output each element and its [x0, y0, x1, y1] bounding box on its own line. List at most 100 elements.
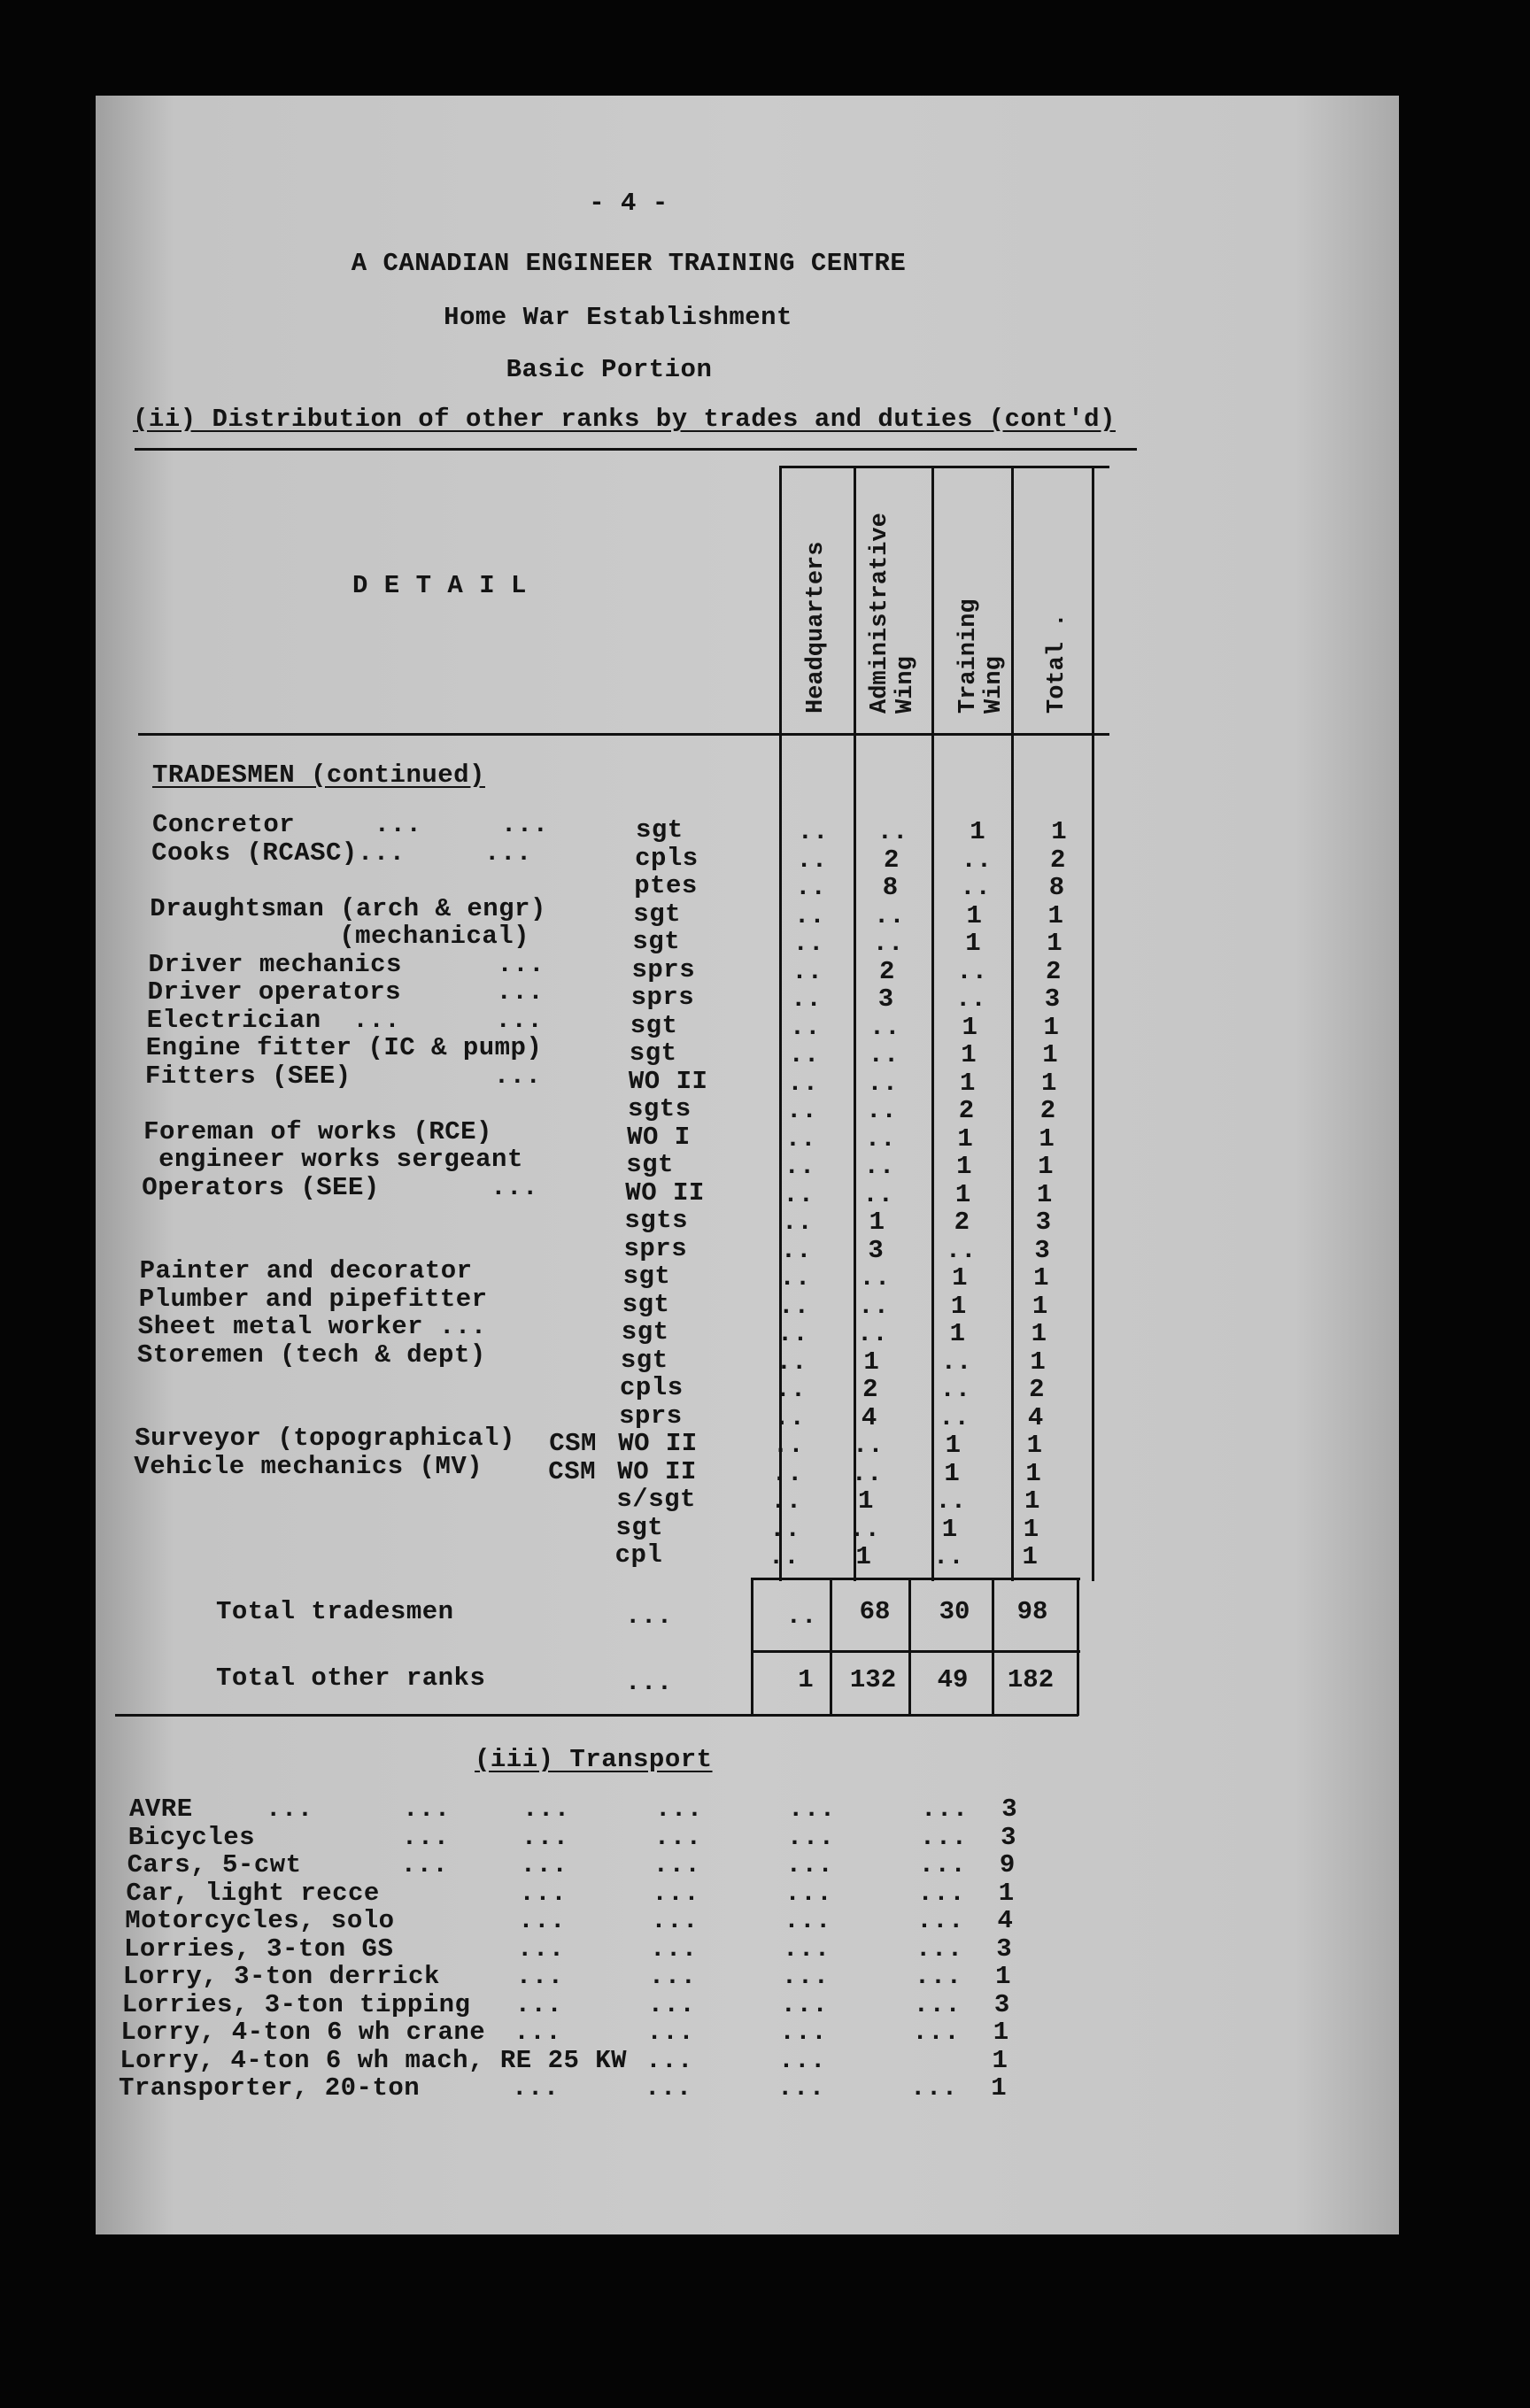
- row-detail: Foreman of works (RCE): [143, 1116, 492, 1146]
- row-adm: ..: [867, 1068, 899, 1098]
- column-rule: [779, 466, 782, 1581]
- row-adm: ..: [851, 1458, 883, 1488]
- row-hq: ..: [778, 1291, 809, 1321]
- transport-leader-dots: ...: [400, 1850, 449, 1879]
- row-total: 1: [1022, 1542, 1038, 1571]
- transport-leader-dots: ...: [520, 1850, 568, 1879]
- row-trg: 1: [954, 1179, 971, 1209]
- col-header-headquarters: Headquarters: [803, 541, 830, 714]
- transport-quantity: 3: [993, 1989, 1010, 2019]
- row-detail: (mechanical): [149, 922, 530, 951]
- table-top-rule: [779, 466, 1109, 468]
- transport-leader-dots: ...: [781, 1962, 830, 1991]
- transport-leader-dots: ...: [788, 1794, 836, 1824]
- row-rank: sgt: [629, 1038, 677, 1068]
- header-rule: [138, 733, 1109, 736]
- row-adm: 1: [858, 1486, 874, 1516]
- row-rank: sgt: [622, 1289, 670, 1319]
- row-csm: CSM: [549, 1429, 597, 1458]
- row-adm: ..: [856, 1319, 888, 1348]
- row-adm: ..: [864, 1123, 896, 1154]
- row-trg: 1: [965, 929, 981, 958]
- transport-leader-dots: ...: [780, 1989, 829, 2019]
- transport-leader-dots: ...: [514, 1989, 563, 2019]
- row-total: 1: [1026, 1431, 1042, 1460]
- row-trg: ..: [955, 984, 986, 1014]
- transport-leader-dots: ...: [918, 1850, 967, 1879]
- transport-item: Lorry, 4-ton 6 wh mach, RE 25 KW: [120, 2045, 628, 2075]
- transport-leader-dots: ...: [919, 1822, 968, 1852]
- transport-quantity: 3: [1001, 1794, 1017, 1824]
- total-tradesmen-total: 98: [1016, 1597, 1048, 1626]
- row-adm: ..: [869, 1012, 900, 1042]
- row-hq: ..: [787, 1068, 819, 1098]
- row-adm: ..: [877, 817, 908, 846]
- transport-item: AVRE: [129, 1794, 193, 1824]
- transport-quantity: 1: [993, 2018, 1009, 2047]
- total-tradesmen-trg: 30: [939, 1597, 970, 1626]
- totals-column-rule: [1077, 1578, 1079, 1716]
- row-rank: sgt: [622, 1262, 671, 1291]
- row-hq: ..: [791, 984, 822, 1014]
- row-rank: WO II: [625, 1177, 705, 1208]
- detail-header: D E T A I L: [352, 571, 527, 600]
- row-trg: 1: [950, 1291, 967, 1321]
- row-trg: 1: [962, 1012, 978, 1042]
- row-hq: ..: [779, 1263, 811, 1293]
- row-trg: ..: [961, 845, 993, 875]
- row-total: 1: [1031, 1319, 1047, 1348]
- transport-leader-dots: ...: [912, 2018, 961, 2047]
- row-rank: sgt: [632, 927, 681, 956]
- row-trg: 1: [961, 1040, 977, 1069]
- transport-quantity: 1: [998, 1878, 1015, 1908]
- row-detail: Plumber and pipefitter: [138, 1284, 488, 1314]
- row-total: 1: [1042, 1040, 1058, 1069]
- row-rank: sgt: [621, 1317, 669, 1347]
- row-hq: ..: [792, 956, 823, 986]
- row-adm: 2: [884, 845, 900, 875]
- row-detail: Concretor ... ...: [152, 810, 549, 839]
- row-hq: ..: [783, 1179, 815, 1209]
- transport-leader-dots: ...: [650, 1933, 698, 1964]
- transport-leader-dots: ...: [652, 1878, 700, 1908]
- row-trg: 1: [952, 1263, 968, 1293]
- transport-leader-dots: ...: [916, 1906, 964, 1935]
- transport-item: Lorry, 4-ton 6 wh crane: [120, 2018, 486, 2047]
- row-adm: 3: [877, 984, 894, 1014]
- total-other-ranks-label: Total other ranks: [216, 1663, 486, 1693]
- portion-heading: Basic Portion: [506, 355, 713, 384]
- row-hq: ..: [777, 1319, 808, 1348]
- transport-leader-dots: ...: [785, 1850, 834, 1879]
- transport-quantity: 1: [991, 2073, 1007, 2103]
- total-other-ranks-trg: 49: [937, 1665, 969, 1694]
- transport-leader-dots: ...: [512, 2073, 560, 2103]
- row-rank: sgt: [630, 1010, 678, 1040]
- row-hq: ..: [784, 1152, 815, 1181]
- row-trg: ..: [932, 1542, 964, 1571]
- row-detail: Driver operators ...: [147, 977, 545, 1007]
- transport-leader-dots: ...: [646, 2018, 695, 2047]
- row-total: 1: [1030, 1347, 1046, 1377]
- row-total: 3: [1035, 1208, 1052, 1237]
- row-trg: 1: [970, 817, 985, 846]
- row-trg: 1: [957, 1123, 973, 1154]
- column-rule: [931, 466, 934, 1581]
- transport-quantity: 1: [992, 2045, 1008, 2075]
- row-rank: s/sgt: [616, 1485, 696, 1514]
- transport-leader-dots: ...: [913, 1989, 962, 2019]
- row-trg: ..: [960, 873, 991, 902]
- row-hq: ..: [795, 873, 826, 902]
- row-hq: ..: [772, 1431, 804, 1460]
- row-rank: sprs: [619, 1401, 683, 1431]
- transport-item: Lorries, 3-ton tipping: [121, 1989, 471, 2019]
- row-hq: ..: [769, 1514, 800, 1544]
- row-adm: ..: [859, 1263, 891, 1293]
- transport-leader-dots: ...: [519, 1878, 568, 1908]
- row-total: 1: [1051, 817, 1067, 846]
- row-total: 1: [1047, 900, 1063, 930]
- row-total: 1: [1043, 1012, 1059, 1042]
- row-rank: sgt: [620, 1345, 668, 1375]
- totals-column-rule: [830, 1578, 832, 1716]
- row-detail: Vehicle mechanics (MV): [134, 1451, 483, 1481]
- transport-leader-dots: ...: [647, 1989, 696, 2019]
